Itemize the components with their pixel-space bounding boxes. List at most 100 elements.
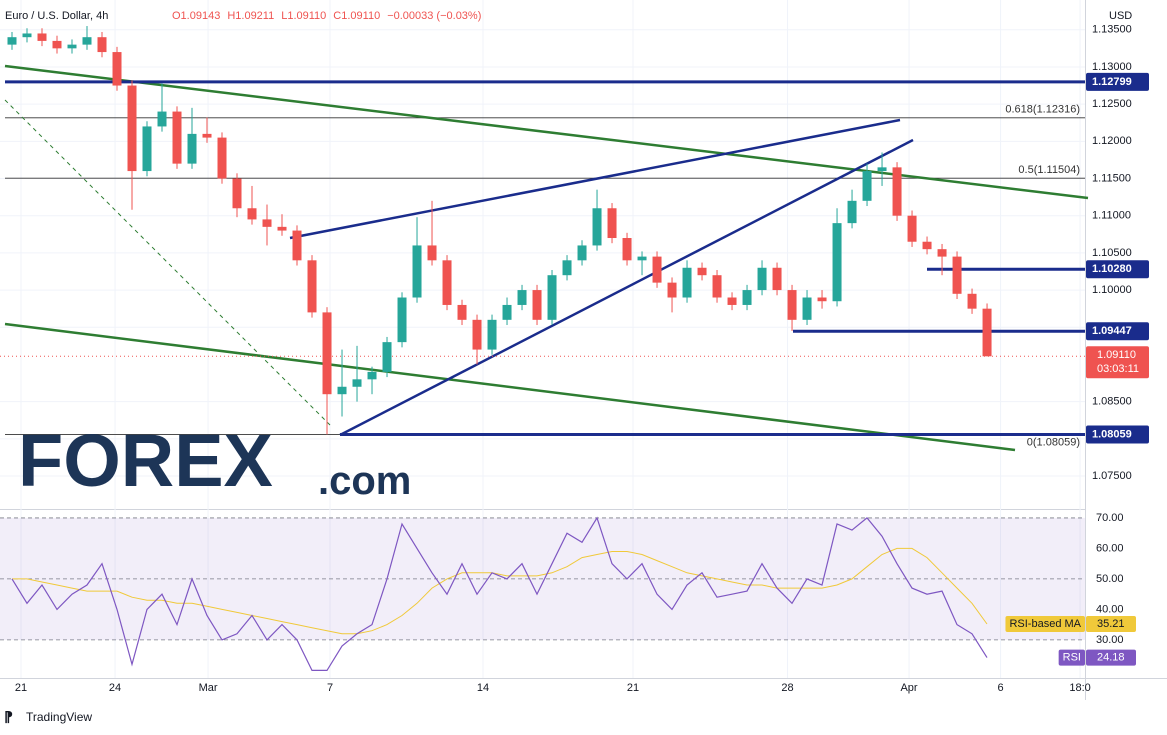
- ohlc-value: C1.09110: [333, 10, 380, 22]
- candle-body: [457, 304, 467, 320]
- currency: USD: [1109, 10, 1132, 22]
- tv-icon: ⁋: [4, 709, 13, 725]
- ohlc-value: O1.09143: [172, 10, 220, 22]
- candle-body: [667, 282, 677, 298]
- candle-body: [412, 245, 422, 298]
- series-value-tag: [1086, 616, 1136, 633]
- candle-body: [82, 37, 92, 45]
- candle-body: [22, 33, 32, 38]
- y-tick-label: 60.00: [1096, 542, 1124, 554]
- series-name: RSI: [1063, 652, 1081, 664]
- candle-body: [562, 260, 572, 276]
- symbol-title: Euro / U.S. Dollar, 4h: [5, 10, 108, 22]
- footer-brand: TradingView: [26, 710, 92, 724]
- x-tick-label: 21: [627, 682, 639, 694]
- level-label: 1.08059: [1092, 428, 1132, 440]
- candle-body: [817, 297, 827, 302]
- level-tag: [1086, 425, 1149, 444]
- candle-body: [67, 44, 77, 49]
- candle-body: [292, 230, 302, 261]
- logo-suffix: .com: [318, 459, 411, 503]
- trend-lines: [4, 64, 1089, 452]
- candle-body: [577, 245, 587, 261]
- fib-label: 0.5(1.11504): [1018, 164, 1080, 176]
- x-tick-label: Mar: [199, 682, 218, 694]
- candle-body: [157, 111, 167, 127]
- candle-body: [802, 297, 812, 320]
- rsi-ma-line: [12, 547, 988, 635]
- level-tag: [1086, 72, 1149, 91]
- candle-body: [502, 304, 512, 320]
- candle-body: [427, 245, 437, 261]
- level-tag: [1086, 260, 1149, 279]
- ohlc-value: −0.00033 (−0.03%): [387, 10, 481, 22]
- y-tick-label: 40.00: [1096, 603, 1124, 615]
- y-tick-label: 50.00: [1096, 573, 1124, 585]
- y-tick-label: 1.07500: [1092, 470, 1132, 482]
- candle-body: [682, 267, 692, 298]
- candle-body: [952, 256, 962, 294]
- fib-label: 0.618(1.12316): [1005, 104, 1080, 116]
- candle-body: [247, 208, 257, 220]
- x-tick-label: 14: [477, 682, 489, 694]
- candle-body: [442, 260, 452, 305]
- candle-body: [922, 241, 932, 250]
- candle-body: [202, 133, 212, 138]
- y-tick-label: 1.12000: [1092, 135, 1132, 147]
- candle-body: [907, 215, 917, 242]
- grid-layer: [0, 0, 1085, 678]
- candle-body: [862, 171, 872, 201]
- candle-body: [592, 208, 602, 246]
- series-value-tag: [1086, 649, 1136, 666]
- candle-body: [7, 37, 17, 45]
- y-tick-label: 1.13500: [1092, 24, 1132, 36]
- y-tick-label: 1.13000: [1092, 61, 1132, 73]
- x-tick-label: Apr: [900, 682, 917, 694]
- x-tick-label: 7: [327, 682, 333, 694]
- candle-body: [472, 319, 482, 350]
- candle-body: [112, 52, 122, 86]
- header: Euro / U.S. Dollar, 4h USD: [5, 10, 1132, 22]
- x-tick-label: 21: [15, 682, 27, 694]
- countdown: 03:03:11: [1097, 363, 1139, 375]
- last-price-label: 1.09110: [1097, 349, 1136, 361]
- y-tick-label: 1.11500: [1092, 172, 1131, 184]
- trend-line: [4, 64, 1089, 200]
- candle-body: [787, 290, 797, 320]
- candle-body: [517, 290, 527, 305]
- trend-line: [289, 118, 901, 240]
- candle-body: [877, 167, 887, 172]
- y-tick-label: 30.00: [1096, 634, 1124, 646]
- ohlc-value: L1.09110: [281, 10, 326, 22]
- x-tick-label: 18:0: [1069, 682, 1090, 694]
- y-tick-label: 1.10000: [1092, 284, 1132, 296]
- candle-body: [142, 126, 152, 172]
- y-tick-label: 1.12500: [1092, 98, 1132, 110]
- level-label: 1.12799: [1092, 76, 1132, 88]
- y-tick-label: 70.00: [1096, 512, 1124, 524]
- candle-body: [262, 219, 272, 227]
- y-tick-label: 1.08500: [1092, 396, 1132, 408]
- candle-body: [652, 256, 662, 283]
- candle-body: [352, 379, 362, 387]
- candle-body: [37, 33, 47, 41]
- fib-label: 0(1.08059): [1027, 436, 1080, 448]
- x-tick-label: 6: [997, 682, 1003, 694]
- candle-body: [742, 290, 752, 305]
- candle-body: [892, 167, 902, 216]
- candle-body: [532, 290, 542, 320]
- candle-body: [97, 37, 107, 53]
- candle-body: [322, 312, 332, 395]
- candle-body: [982, 308, 992, 357]
- series-name-tag: [1058, 649, 1085, 666]
- candle-body: [772, 267, 782, 291]
- candle-body: [622, 238, 632, 261]
- series-value-label: 35.21: [1097, 618, 1125, 630]
- candle-body: [367, 371, 377, 380]
- level-label: 1.10280: [1092, 263, 1132, 275]
- candle-body: [397, 297, 407, 343]
- candle-body: [232, 178, 242, 209]
- candle-body: [607, 208, 617, 239]
